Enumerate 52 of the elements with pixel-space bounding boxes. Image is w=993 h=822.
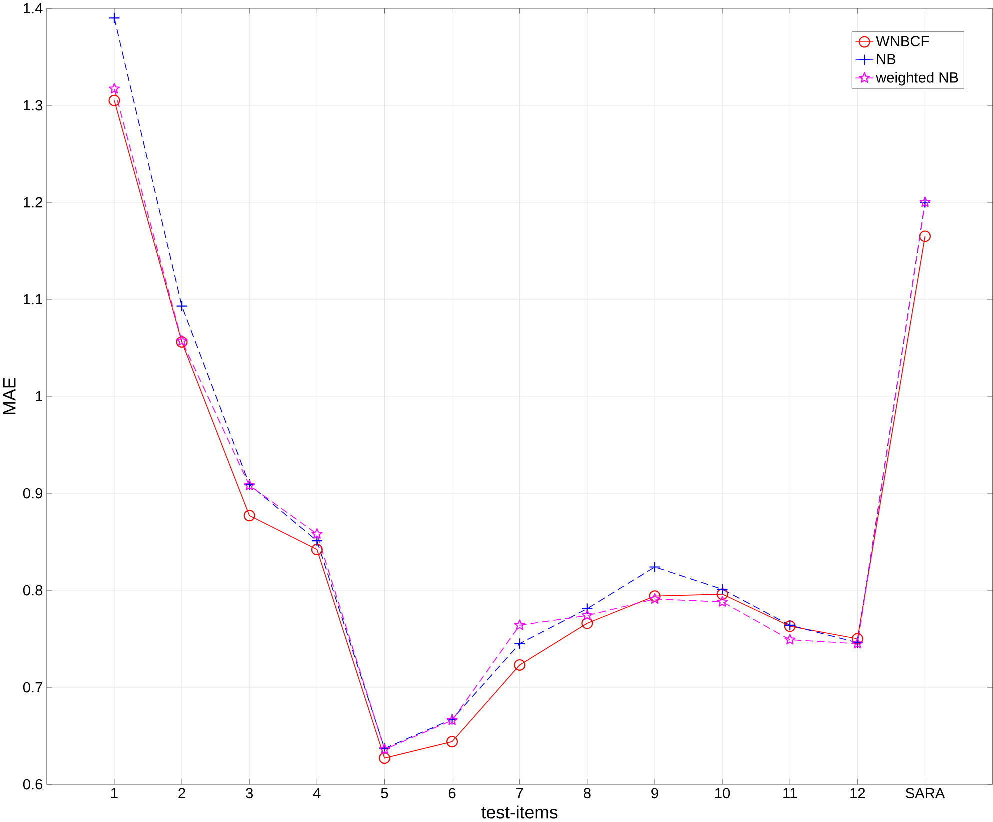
x-tick-label: 5: [381, 788, 388, 798]
y-tick-label: 1.2: [24, 197, 42, 208]
x-axis-title: test-items: [482, 806, 558, 819]
x-tick-label: 7: [516, 788, 524, 798]
legend-label: NB: [877, 54, 896, 64]
x-tick-label: 6: [448, 788, 456, 798]
x-tick-label: 1: [112, 788, 118, 798]
point: [852, 633, 864, 645]
x-tick-label: 3: [246, 788, 254, 798]
point: [582, 618, 594, 630]
legend-label: WNBCF: [876, 36, 930, 46]
y-tick-label: 1.3: [24, 100, 43, 111]
x-tick-label: 2: [178, 788, 186, 798]
point: [311, 535, 323, 547]
y-axis-title: MAE: [3, 378, 16, 414]
y-tick-label: 1.1: [24, 294, 42, 304]
x-tick-label: 10: [716, 788, 730, 798]
point: [649, 561, 661, 573]
point: [582, 610, 593, 620]
point: [176, 300, 188, 312]
x-tick-label: 8: [584, 788, 591, 798]
point: [446, 736, 458, 748]
point: [514, 620, 526, 630]
x-tick-label: 9: [652, 788, 658, 798]
point: [717, 596, 728, 607]
point: [649, 593, 660, 604]
point: [311, 544, 323, 556]
x-tick-label: 12: [850, 788, 866, 798]
point: [312, 528, 323, 539]
point: [784, 634, 796, 645]
point: [514, 659, 526, 671]
point: [108, 83, 120, 94]
point: [108, 12, 120, 24]
y-tick-label: 0.8: [23, 585, 43, 596]
y-tick-label: 1.4: [24, 3, 43, 14]
y-tick-label: 0.9: [23, 488, 43, 499]
x-tick-label: 4: [313, 788, 321, 798]
point: [582, 603, 594, 615]
y-tick-label: 0.7: [23, 682, 42, 693]
legend-label: weighted NB: [876, 72, 958, 86]
point: [716, 588, 728, 600]
x-tick-label: 11: [784, 788, 797, 798]
point: [919, 230, 931, 242]
point: [244, 510, 256, 522]
y-tick-label: 1: [36, 391, 42, 402]
y-tick-label: 0.6: [23, 779, 43, 790]
point: [378, 752, 390, 764]
point: [649, 590, 661, 602]
point: [716, 584, 728, 596]
point: [108, 94, 120, 106]
x-tick-label: SARA: [906, 788, 946, 798]
point: [514, 638, 526, 650]
